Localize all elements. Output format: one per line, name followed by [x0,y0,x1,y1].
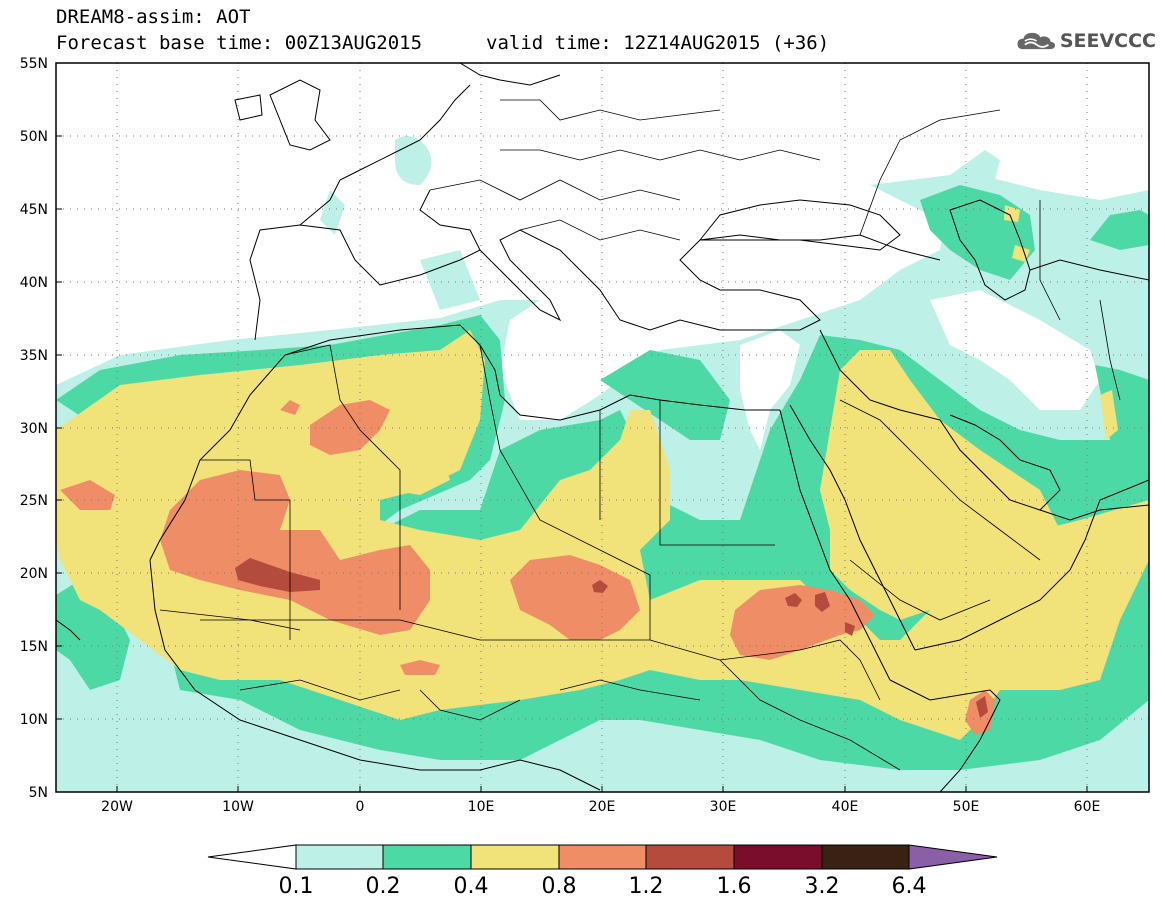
lat-label: 50N [20,129,48,145]
latitude-labels: 5N 10N 15N 20N 25N 30N 35N 40N 45N 50N 5… [20,56,48,801]
colorbar-segment [470,844,560,870]
lat-label: 5N [29,785,48,801]
graticule [56,63,1149,792]
lon-label: 50E [953,799,980,815]
aot-field [56,63,1149,792]
lon-label: 10W [222,799,254,815]
colorbar-label: 6.4 [892,874,927,899]
lon-label: 20E [589,799,616,815]
valid-time: valid time: 12Z14AUG2015 (+36) [486,32,830,54]
lat-label: 10N [20,712,48,728]
lon-label: 10E [468,799,495,815]
map-title: DREAM8-assim: AOT [56,6,251,28]
colorbar-lower-arrow [207,844,297,870]
colorbar-label: 1.6 [717,874,752,899]
country-borders [159,99,1121,771]
colorbar-segment [821,844,910,870]
lat-label: 20N [20,566,48,582]
colorbar-segment [382,844,472,870]
forecast-base-time: Forecast base time: 00Z13AUG2015 [56,32,423,54]
colorbar-label: 0.4 [454,874,489,899]
lat-label: 30N [20,421,48,437]
colorbar-segment [295,844,384,870]
lat-label: 55N [20,56,48,72]
lat-label: 15N [20,639,48,655]
lon-label: 30E [710,799,737,815]
lat-label: 35N [20,348,48,364]
coastlines [56,63,1149,792]
aot-contour-1-2 [235,558,988,718]
aot-contour-0-8 [60,400,995,735]
lon-label: 0 [356,799,365,815]
colorbar-label: 0.2 [366,874,401,899]
lat-label: 25N [20,493,48,509]
longitude-labels: 20W 10W 0 10E 20E 30E 40E 50E 60E [101,799,1100,815]
colorbar-upper-arrow [908,844,998,870]
colorbar [207,844,998,870]
lat-label: 40N [20,275,48,291]
colorbar-labels: 0.1 0.2 0.4 0.8 1.2 1.6 3.2 6.4 [279,874,927,899]
seevccc-logo: SEEVCCC [1016,24,1156,58]
colorbar-segment [645,844,735,870]
logo-text: SEEVCCC [1059,30,1156,52]
colorbar-label: 0.8 [542,874,577,899]
lon-label: 20W [101,799,133,815]
colorbar-label: 1.2 [629,874,664,899]
colorbar-label: 0.1 [279,874,314,899]
cloud-icon [1017,32,1056,50]
colorbar-segment [558,844,647,870]
colorbar-segment [733,844,823,870]
lon-label: 60E [1074,799,1101,815]
colorbar-label: 3.2 [805,874,840,899]
axis-ticks [56,135,1088,792]
lon-label: 40E [832,799,859,815]
lat-label: 45N [20,202,48,218]
aot-below-0-1 [500,70,1149,450]
